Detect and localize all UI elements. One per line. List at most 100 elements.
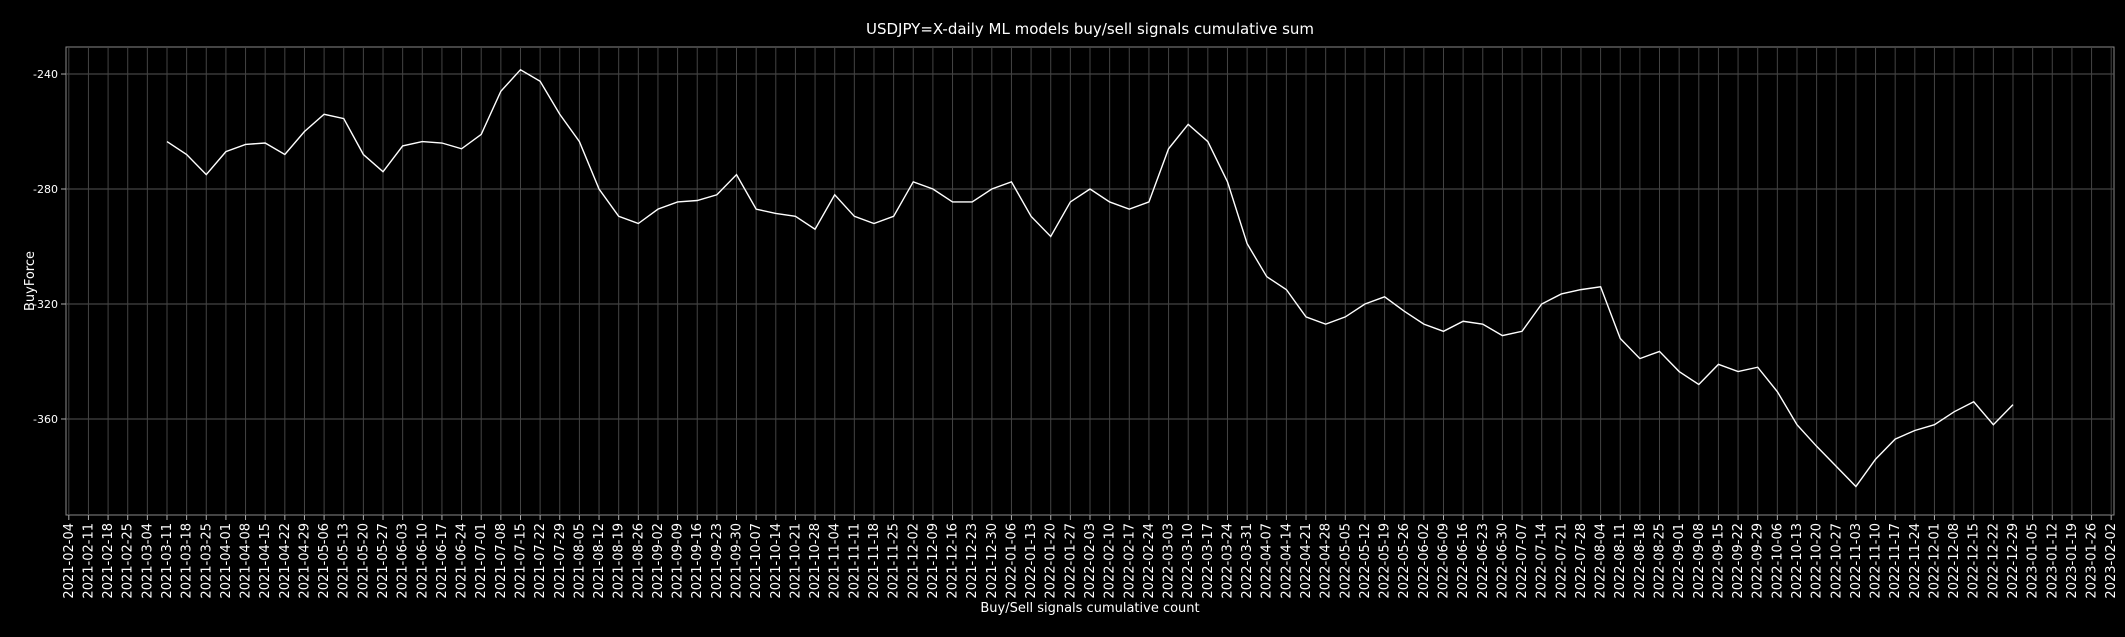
x-tick-label: 2022-01-13	[1024, 523, 1039, 599]
x-tick-label: 2021-09-16	[690, 523, 705, 599]
x-tick-label: 2022-08-25	[1653, 523, 1668, 599]
x-tick-label: 2022-08-11	[1613, 523, 1628, 599]
x-tick-label: 2022-05-05	[1338, 523, 1353, 599]
x-tick-label: 2022-07-28	[1574, 523, 1589, 599]
x-tick-label: 2021-08-26	[631, 523, 646, 599]
x-tick-label: 2023-02-02	[2104, 523, 2119, 599]
x-tick-label: 2022-12-29	[2006, 523, 2021, 599]
x-tick-label: 2022-09-08	[1692, 523, 1707, 599]
x-tick-label: 2021-02-18	[101, 523, 116, 599]
x-tick-label: 2022-03-10	[1181, 523, 1196, 599]
x-tick-label: 2021-06-10	[415, 523, 430, 599]
x-tick-label: 2022-02-10	[1103, 523, 1118, 599]
x-tick-label: 2021-05-20	[356, 523, 371, 599]
x-tick-label: 2022-04-21	[1299, 523, 1314, 599]
x-tick-label: 2021-02-25	[121, 523, 136, 599]
x-tick-label: 2021-03-25	[199, 523, 214, 599]
x-tick-label: 2021-09-09	[671, 523, 686, 599]
x-tick-label: 2022-11-03	[1849, 523, 1864, 599]
x-tick-label: 2021-12-02	[906, 523, 921, 599]
x-tick-label: 2022-10-20	[1810, 523, 1825, 599]
x-tick-label: 2022-07-07	[1515, 523, 1530, 599]
x-tick-label: 2021-04-22	[278, 523, 293, 599]
x-tick-label: 2021-10-28	[808, 523, 823, 599]
x-tick-label: 2022-10-13	[1790, 523, 1805, 599]
x-tick-label: 2021-12-09	[926, 523, 941, 599]
x-tick-label: 2021-09-23	[710, 523, 725, 599]
x-tick-label: 2023-01-12	[2045, 523, 2060, 599]
x-tick-label: 2022-09-22	[1731, 523, 1746, 599]
x-tick-label: 2022-04-28	[1319, 523, 1334, 599]
x-tick-label: 2021-04-01	[219, 523, 234, 599]
y-tick-label: -240	[33, 68, 58, 81]
x-tick-label: 2022-09-15	[1711, 523, 1726, 599]
x-tick-label: 2022-03-17	[1201, 523, 1216, 599]
x-tick-label: 2021-04-15	[258, 523, 273, 599]
x-tick-label: 2022-06-02	[1417, 523, 1432, 599]
x-tick-label: 2021-06-17	[435, 523, 450, 599]
x-tick-label: 2022-09-01	[1672, 523, 1687, 599]
x-tick-label: 2022-12-15	[1967, 523, 1982, 599]
x-tick-label: 2022-01-20	[1044, 523, 1059, 599]
x-tick-label: 2021-02-04	[62, 523, 77, 599]
x-tick-label: 2022-02-24	[1142, 523, 1157, 599]
x-tick-label: 2021-11-18	[867, 523, 882, 599]
x-tick-label: 2022-02-17	[1122, 523, 1137, 599]
x-tick-label: 2022-01-27	[1063, 523, 1078, 599]
x-tick-label: 2021-05-06	[317, 523, 332, 599]
x-tick-label: 2022-10-27	[1829, 523, 1844, 599]
x-tick-label: 2022-11-17	[1888, 523, 1903, 599]
x-tick-label: 2022-05-19	[1378, 523, 1393, 599]
x-tick-label: 2022-05-26	[1397, 523, 1412, 599]
x-tick-label: 2021-02-11	[81, 523, 96, 599]
x-tick-label: 2021-08-19	[612, 523, 627, 599]
x-tick-label: 2021-04-08	[239, 523, 254, 599]
x-tick-label: 2022-03-24	[1220, 523, 1235, 599]
x-tick-label: 2022-06-23	[1476, 523, 1491, 599]
y-tick-label: -320	[33, 298, 58, 311]
x-tick-label: 2021-06-24	[455, 523, 470, 599]
x-tick-label: 2021-11-04	[828, 523, 843, 599]
x-tick-label: 2021-12-16	[946, 523, 961, 599]
x-tick-label: 2021-11-25	[887, 523, 902, 599]
x-tick-label: 2021-10-14	[769, 523, 784, 599]
y-tick-label: -360	[33, 413, 58, 426]
x-tick-label: 2021-07-22	[533, 523, 548, 599]
x-tick-label: 2022-04-07	[1260, 523, 1275, 599]
x-tick-label: 2022-12-08	[1947, 523, 1962, 599]
x-tick-label: 2022-11-10	[1869, 523, 1884, 599]
x-tick-label: 2021-11-11	[847, 523, 862, 599]
x-tick-label: 2022-06-16	[1456, 523, 1471, 599]
x-tick-label: 2021-07-29	[553, 523, 568, 599]
x-tick-label: 2022-06-09	[1436, 523, 1451, 599]
x-tick-label: 2022-01-06	[1004, 523, 1019, 599]
x-tick-label: 2023-01-05	[2026, 523, 2041, 599]
x-tick-label: 2022-03-31	[1240, 523, 1255, 599]
x-tick-label: 2021-05-13	[337, 523, 352, 599]
x-tick-label: 2021-03-11	[160, 523, 175, 599]
x-tick-label: 2021-10-21	[788, 523, 803, 599]
x-tick-label: 2022-12-22	[1986, 523, 2001, 599]
x-tick-label: 2021-05-27	[376, 523, 391, 599]
x-tick-label: 2021-09-30	[730, 523, 745, 599]
x-tick-label: 2022-04-14	[1279, 523, 1294, 599]
x-tick-label: 2022-08-18	[1633, 523, 1648, 599]
x-tick-label: 2022-08-04	[1594, 523, 1609, 599]
x-tick-label: 2021-12-23	[965, 523, 980, 599]
x-tick-label: 2022-07-21	[1554, 523, 1569, 599]
x-tick-label: 2021-09-02	[651, 523, 666, 599]
y-tick-label: -280	[33, 183, 58, 196]
x-tick-label: 2022-02-03	[1083, 523, 1098, 599]
x-tick-label: 2021-03-18	[180, 523, 195, 599]
x-tick-label: 2022-12-01	[1927, 523, 1942, 599]
x-tick-label: 2021-03-04	[140, 523, 155, 599]
x-tick-label: 2021-07-15	[513, 523, 528, 599]
x-tick-label: 2022-05-12	[1358, 523, 1373, 599]
x-tick-label: 2021-04-29	[297, 523, 312, 599]
data-line	[166, 68, 2014, 488]
x-tick-label: 2022-06-30	[1495, 523, 1510, 599]
x-tick-label: 2022-10-06	[1770, 523, 1785, 599]
x-tick-label: 2023-01-19	[2065, 523, 2080, 599]
